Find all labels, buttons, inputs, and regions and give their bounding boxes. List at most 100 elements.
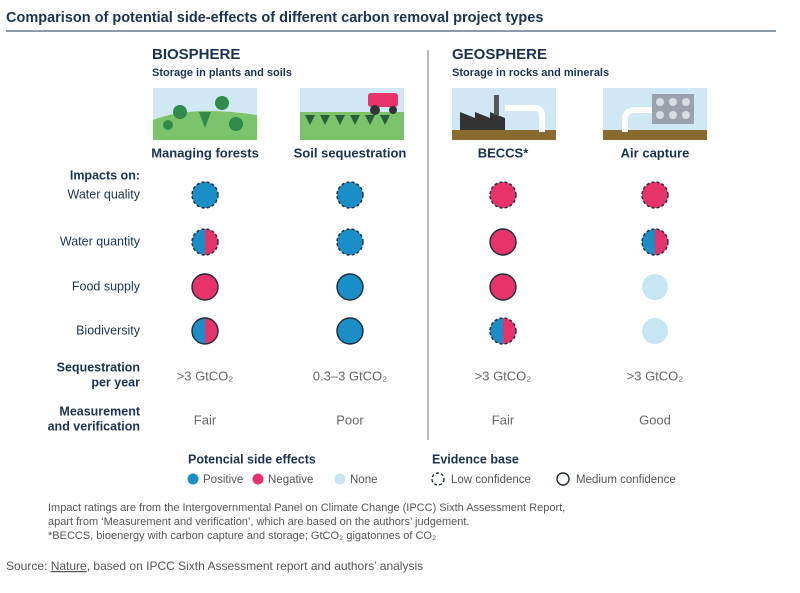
beccs-illustration bbox=[452, 88, 556, 140]
outline bbox=[336, 181, 364, 209]
outline bbox=[336, 317, 364, 345]
source-prefix: Source: bbox=[6, 559, 51, 573]
group-subtitle: Storage in rocks and minerals bbox=[452, 67, 609, 79]
fill bbox=[432, 473, 444, 485]
legend-label: Negative bbox=[268, 474, 313, 486]
fill bbox=[337, 229, 363, 255]
group-name: GEOSPHERE bbox=[452, 46, 547, 63]
note: *BECCS, bioenergy with carbon capture an… bbox=[48, 530, 436, 542]
soil-illustration bbox=[300, 88, 404, 140]
cell-value: Good bbox=[639, 412, 671, 427]
fill bbox=[642, 274, 668, 300]
source: Source: Nature, based on IPCC Sixth Asse… bbox=[6, 559, 423, 573]
half-positive bbox=[490, 318, 503, 344]
fill bbox=[490, 274, 516, 300]
note: Impact ratings are from the Intergovernm… bbox=[48, 502, 565, 514]
outline bbox=[489, 228, 517, 256]
impact-circle bbox=[336, 273, 364, 301]
fill bbox=[557, 473, 569, 485]
impacts-header: Impacts on: bbox=[70, 168, 140, 182]
half-negative bbox=[503, 318, 516, 344]
group-name: BIOSPHERE bbox=[152, 46, 240, 63]
fill bbox=[642, 182, 668, 208]
impact-circle bbox=[336, 228, 364, 256]
fill bbox=[490, 229, 516, 255]
impact-circle bbox=[556, 472, 570, 486]
row-label: Biodiversity bbox=[76, 323, 141, 337]
impact-circle bbox=[489, 181, 517, 209]
legend-label: Medium confidence bbox=[576, 474, 676, 486]
legend-title: Potencial side effects bbox=[188, 452, 316, 466]
fill bbox=[192, 274, 218, 300]
air-capture-illustration bbox=[603, 88, 707, 140]
impact-circle bbox=[489, 273, 517, 301]
outline bbox=[191, 181, 219, 209]
fill bbox=[490, 182, 516, 208]
impact-circle bbox=[641, 228, 669, 256]
impact-circle bbox=[334, 473, 346, 485]
cell-value: Poor bbox=[336, 412, 364, 427]
impact-circle bbox=[489, 317, 517, 345]
outline bbox=[191, 228, 219, 256]
cell-value: >3 GtCO₂ bbox=[627, 368, 684, 383]
cell-value: >3 GtCO₂ bbox=[475, 368, 532, 383]
outline bbox=[191, 273, 219, 301]
outline bbox=[556, 472, 570, 486]
title: Comparison of potential side-effects of … bbox=[6, 10, 543, 26]
impact-circle bbox=[336, 181, 364, 209]
column-label: BECCS* bbox=[478, 145, 530, 160]
legend-title: Evidence base bbox=[432, 452, 519, 466]
impact-circle bbox=[642, 274, 668, 300]
legend-label: Low confidence bbox=[451, 474, 531, 486]
impact-circle bbox=[187, 473, 199, 485]
cell-value: 0.3–3 GtCO₂ bbox=[313, 368, 387, 383]
column-label: Managing forests bbox=[151, 145, 259, 160]
half-positive bbox=[642, 229, 655, 255]
group-subtitle: Storage in plants and soils bbox=[152, 67, 292, 79]
row-label: Measurement bbox=[59, 404, 140, 418]
outline bbox=[489, 181, 517, 209]
cell-value: Fair bbox=[194, 412, 217, 427]
impact-circle bbox=[489, 228, 517, 256]
outline bbox=[191, 317, 219, 345]
row-label: Sequestration bbox=[57, 360, 140, 374]
impact-circle bbox=[431, 472, 445, 486]
column-label: Air capture bbox=[621, 145, 690, 160]
column-label: Soil sequestration bbox=[294, 145, 407, 160]
row-label: Water quantity bbox=[60, 234, 141, 248]
fill bbox=[334, 473, 346, 485]
cell-value: Fair bbox=[492, 412, 515, 427]
impact-circle bbox=[191, 317, 219, 345]
cell-value: >3 GtCO₂ bbox=[177, 368, 234, 383]
legend-label: None bbox=[350, 474, 378, 486]
source-rest: , based on IPCC Sixth Assessment report … bbox=[87, 559, 423, 573]
half-negative bbox=[205, 318, 218, 344]
half-negative bbox=[205, 229, 218, 255]
half-positive bbox=[192, 318, 205, 344]
outline bbox=[489, 317, 517, 345]
outline bbox=[336, 228, 364, 256]
outline bbox=[641, 181, 669, 209]
forest-illustration bbox=[153, 88, 257, 140]
note: apart from ‘Measurement and verification… bbox=[48, 516, 470, 528]
impact-circle bbox=[336, 317, 364, 345]
half-positive bbox=[192, 229, 205, 255]
fill bbox=[642, 318, 668, 344]
outline bbox=[489, 273, 517, 301]
fill bbox=[337, 182, 363, 208]
fill bbox=[252, 473, 264, 485]
impact-circle bbox=[252, 473, 264, 485]
fill bbox=[337, 274, 363, 300]
row-label: Food supply bbox=[72, 279, 141, 293]
row-label: and verification bbox=[48, 419, 140, 433]
impact-circle bbox=[191, 273, 219, 301]
source-link: Nature bbox=[51, 559, 87, 573]
impact-circle bbox=[641, 181, 669, 209]
row-label: per year bbox=[91, 375, 140, 389]
impact-circle bbox=[191, 228, 219, 256]
impact-circle bbox=[191, 181, 219, 209]
fill bbox=[337, 318, 363, 344]
outline bbox=[641, 228, 669, 256]
